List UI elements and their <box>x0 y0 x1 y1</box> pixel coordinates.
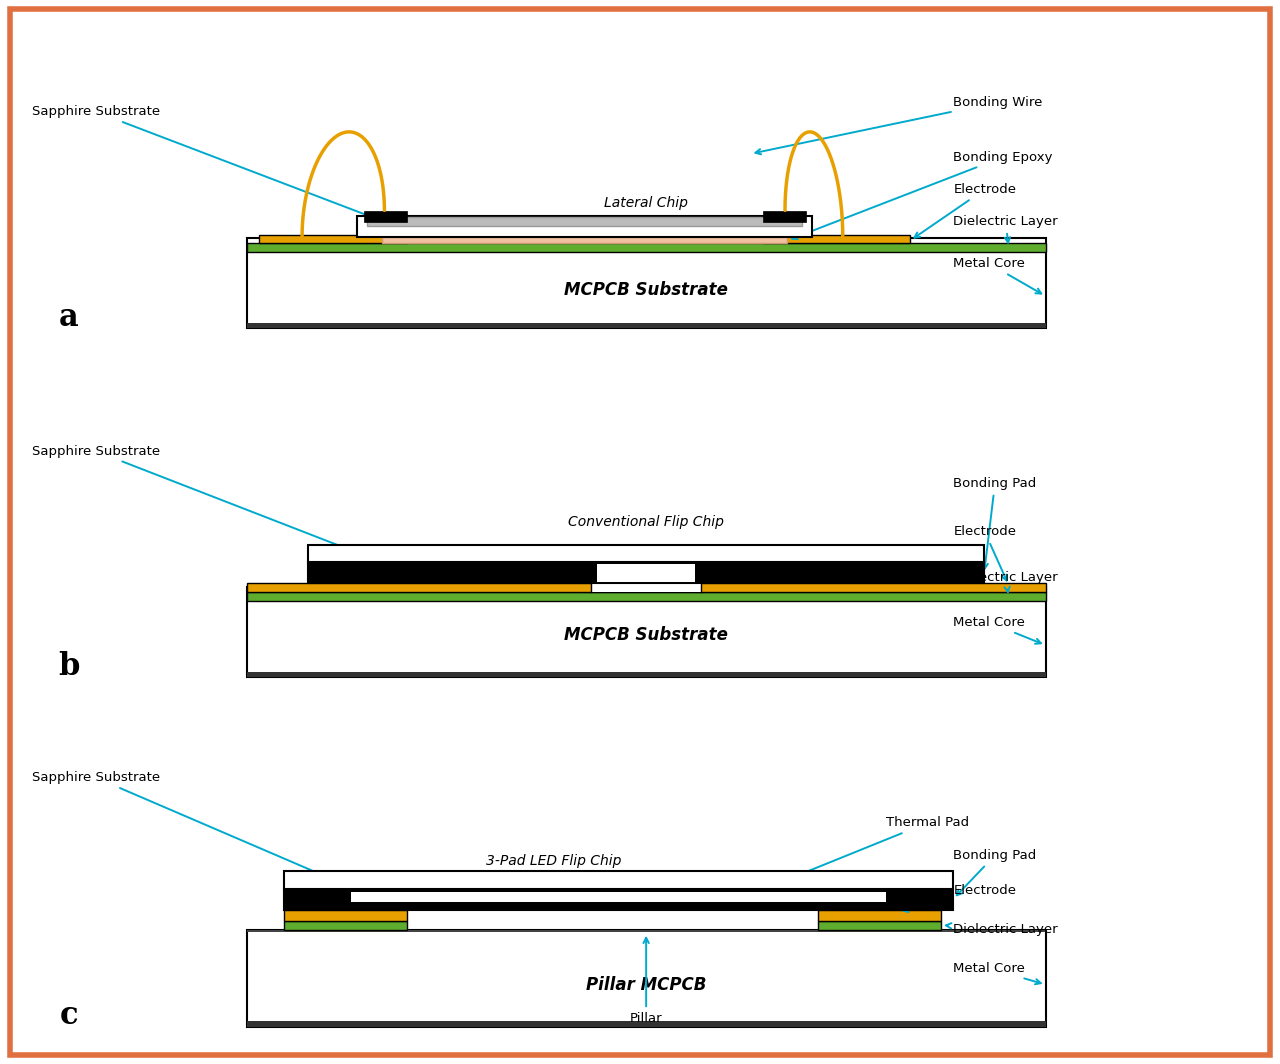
Bar <box>320 892 351 909</box>
Text: Dielectric Layer: Dielectric Layer <box>946 924 1059 936</box>
Bar <box>308 545 984 563</box>
Text: MCPCB Substrate: MCPCB Substrate <box>564 281 728 299</box>
Bar <box>284 910 407 920</box>
Text: Sapphire Substrate: Sapphire Substrate <box>32 445 353 551</box>
Text: Metal Core: Metal Core <box>954 257 1041 294</box>
Text: Bonding Pad: Bonding Pad <box>954 477 1037 569</box>
Text: Thermal Pad: Thermal Pad <box>792 816 969 878</box>
Bar <box>320 902 916 909</box>
Text: c: c <box>59 1000 78 1031</box>
Bar <box>320 892 916 909</box>
Text: 3-Pad LED Flip Chip: 3-Pad LED Flip Chip <box>486 854 622 868</box>
Bar <box>247 238 1046 329</box>
Bar <box>284 871 954 890</box>
Text: Sapphire Substrate: Sapphire Substrate <box>32 771 328 878</box>
Text: Bonding Pad: Bonding Pad <box>954 849 1037 895</box>
Bar <box>763 211 806 222</box>
Bar <box>381 237 787 244</box>
Bar <box>367 217 803 226</box>
Text: Electrode: Electrode <box>902 884 1016 912</box>
Bar <box>247 587 1046 678</box>
Text: Sapphire Substrate: Sapphire Substrate <box>32 105 389 225</box>
Bar <box>247 671 1046 678</box>
Text: Pillar MCPCB: Pillar MCPCB <box>586 976 707 994</box>
Bar <box>357 216 812 237</box>
Bar <box>247 930 1046 931</box>
Bar <box>247 583 1046 593</box>
Bar <box>284 890 954 910</box>
Bar <box>818 910 941 920</box>
Text: Electrode: Electrode <box>954 526 1016 581</box>
Bar <box>886 892 916 909</box>
Text: Pillar: Pillar <box>630 937 663 1025</box>
Text: b: b <box>58 651 79 682</box>
Bar <box>284 920 407 930</box>
Bar <box>364 211 407 222</box>
Text: Bonding Epoxy: Bonding Epoxy <box>792 150 1053 239</box>
Bar <box>247 930 1046 1027</box>
Text: a: a <box>59 301 78 333</box>
Text: Dielectric Layer: Dielectric Layer <box>954 570 1059 592</box>
Bar <box>591 583 701 593</box>
Bar <box>247 1020 1046 1027</box>
Bar <box>247 322 1046 329</box>
Bar <box>259 235 407 244</box>
Text: Lateral Chip: Lateral Chip <box>604 197 689 211</box>
Bar <box>247 244 1046 252</box>
Bar <box>818 920 941 930</box>
Bar <box>308 563 984 583</box>
Bar <box>247 593 1046 601</box>
Text: Metal Core: Metal Core <box>954 616 1041 644</box>
Text: MCPCB Substrate: MCPCB Substrate <box>564 627 728 645</box>
Text: Bonding Wire: Bonding Wire <box>755 96 1043 154</box>
Text: Electrode: Electrode <box>914 183 1016 237</box>
Bar <box>596 564 695 582</box>
Bar <box>763 235 910 244</box>
Text: Dielectric Layer: Dielectric Layer <box>954 215 1059 243</box>
Text: Metal Core: Metal Core <box>954 962 1041 984</box>
Text: Conventional Flip Chip: Conventional Flip Chip <box>568 515 724 529</box>
